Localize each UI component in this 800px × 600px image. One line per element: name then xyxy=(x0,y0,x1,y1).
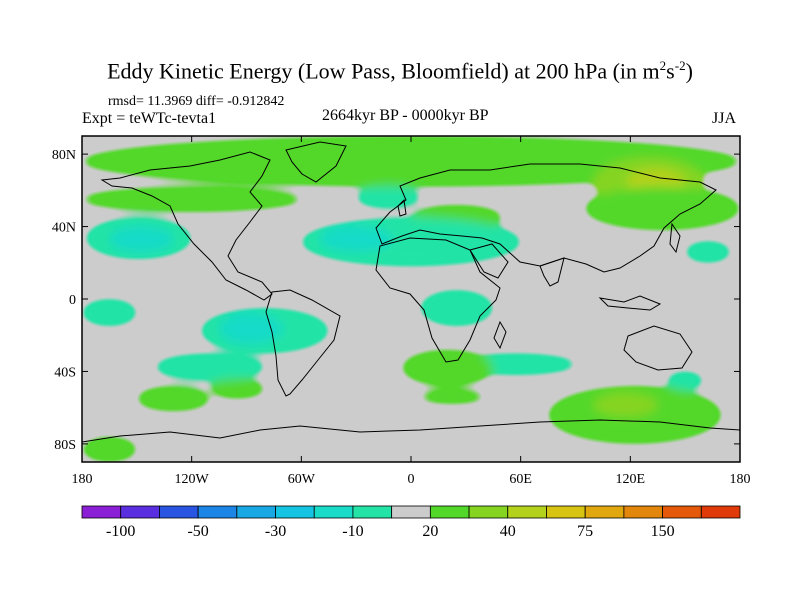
coast-madagascar xyxy=(493,320,507,350)
coast-arabia xyxy=(469,243,509,279)
colorbar-bin-6 xyxy=(313,505,354,519)
x-tick-label: 0 xyxy=(408,472,415,487)
coast-antarctica xyxy=(82,419,740,443)
coast-uk xyxy=(397,198,407,217)
colorbar-bin-16 xyxy=(700,505,741,519)
colorbar-bin-15 xyxy=(662,505,702,519)
y-tick-label: 40N xyxy=(52,221,76,236)
anomaly-region-9 xyxy=(319,226,393,252)
colorbar-bin-14 xyxy=(623,505,663,519)
period-label: 2664kyr BP - 0000kyr BP xyxy=(322,107,489,124)
x-tick-label: 60E xyxy=(509,472,532,487)
x-tick-label: 120E xyxy=(616,472,646,487)
anomaly-region-0 xyxy=(82,136,740,187)
x-tick-label: 120W xyxy=(175,472,210,487)
coast-greenland xyxy=(285,141,347,183)
colorbar-bin-3 xyxy=(197,505,238,519)
colorbar-label: 75 xyxy=(577,523,593,540)
stats-text: rmsd= 11.3969 diff= -0.912842 xyxy=(108,94,285,109)
colorbar-label: 150 xyxy=(651,523,675,540)
colorbar-label: 20 xyxy=(422,523,438,540)
colorbar-label: -100 xyxy=(106,523,135,540)
chart-title: Eddy Kinetic Energy (Low Pass, Bloomfiel… xyxy=(107,58,693,84)
anomaly-region-11 xyxy=(219,313,284,345)
y-tick-label: 0 xyxy=(69,293,76,308)
colorbar-bin-0 xyxy=(81,505,122,519)
coastlines xyxy=(82,141,740,443)
coast-india xyxy=(539,257,565,287)
season-label: JJA xyxy=(712,110,737,127)
anomaly-region-7 xyxy=(109,226,174,252)
colorbar-label: -30 xyxy=(265,523,286,540)
anomaly-region-18 xyxy=(209,378,265,399)
coast-north-america xyxy=(100,151,273,301)
y-tick-label: 80N xyxy=(52,148,76,163)
colorbar-bin-7 xyxy=(352,505,393,519)
anomaly-region-25 xyxy=(666,371,704,390)
colorbar-bin-8 xyxy=(391,505,431,519)
colorbar-bin-5 xyxy=(275,505,315,519)
anomaly-region-3 xyxy=(82,186,302,213)
anomaly-region-12 xyxy=(420,289,494,327)
colorbar-label: -10 xyxy=(342,523,363,540)
map-frame xyxy=(81,135,741,463)
x-tick-label: 180 xyxy=(730,472,751,487)
colorbar-bin-9 xyxy=(429,505,470,519)
coast-eurasia xyxy=(375,163,717,273)
y-tick-label: 80S xyxy=(54,438,76,453)
colorbar-label: 40 xyxy=(500,523,516,540)
coast-australia xyxy=(623,325,693,371)
anomaly-region-24 xyxy=(685,241,731,263)
anomaly-region-17 xyxy=(136,385,210,412)
colorbar-bin-11 xyxy=(507,505,547,519)
colorbar-bin-13 xyxy=(584,505,625,519)
coast-japan xyxy=(669,222,681,254)
colorbar-bin-1 xyxy=(120,505,160,519)
anomaly-region-22 xyxy=(82,436,137,462)
x-tick-label: 60W xyxy=(288,472,316,487)
colorbar-bin-4 xyxy=(236,505,276,519)
coast-indonesia xyxy=(598,295,662,311)
coast-south-america xyxy=(265,289,341,397)
anomaly-region-23 xyxy=(356,186,421,209)
y-tick-label: 40S xyxy=(54,365,76,380)
coast-africa xyxy=(375,237,501,363)
colorbar-bin-2 xyxy=(159,505,199,519)
colorbar-bin-10 xyxy=(468,505,509,519)
anomaly-region-19 xyxy=(420,389,485,405)
anomaly-region-14 xyxy=(155,353,265,381)
anomaly-region-21 xyxy=(593,393,658,417)
anomaly-region-13 xyxy=(82,299,137,327)
experiment-label: Expt = teWTc-tevta1 xyxy=(82,110,217,127)
anomaly-region-4 xyxy=(584,186,740,231)
colorbar-bin-12 xyxy=(546,505,586,519)
colorbar-label: -50 xyxy=(187,523,208,540)
anomaly-region-16 xyxy=(401,349,494,386)
x-tick-label: 180 xyxy=(72,472,93,487)
